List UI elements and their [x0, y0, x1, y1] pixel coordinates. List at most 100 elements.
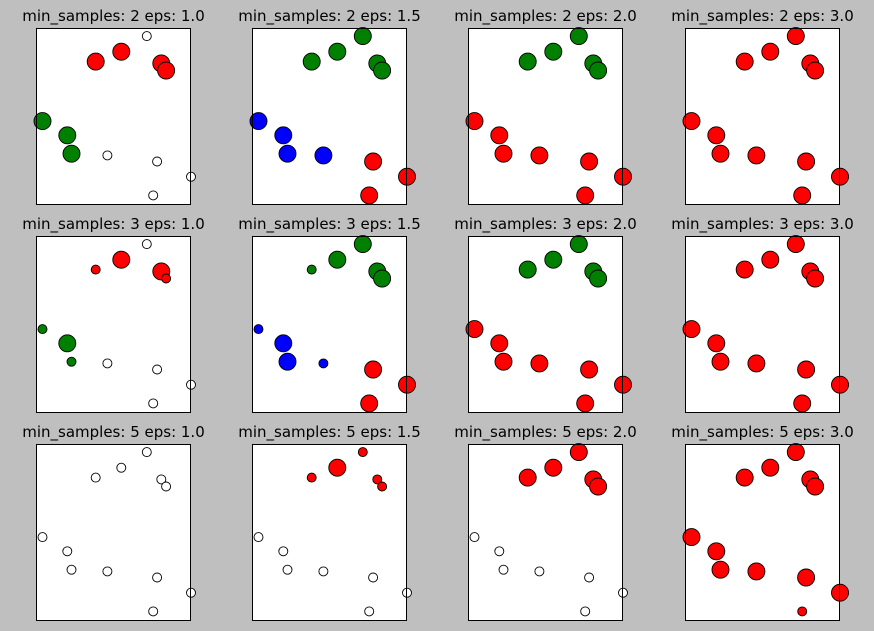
plot-frame: [685, 236, 840, 413]
data-point-red-core: [682, 528, 701, 547]
data-point-red-core: [707, 542, 726, 561]
data-point-red-core: [494, 144, 513, 163]
data-point-red: [372, 474, 383, 485]
data-point-green-core: [518, 260, 537, 279]
data-point-red-core: [707, 126, 726, 145]
plot-area: [36, 444, 191, 621]
plot-frame: [252, 236, 407, 413]
data-point-red-core: [360, 186, 379, 205]
plot-frame: [252, 444, 407, 621]
data-point-green-core: [373, 269, 392, 288]
data-point-outlier: [90, 472, 101, 483]
data-point-green-core: [302, 52, 321, 71]
data-point-red: [377, 481, 388, 492]
data-point-red-core: [544, 458, 563, 477]
data-point-red-core: [747, 562, 766, 581]
data-point-red-core: [569, 443, 588, 462]
data-point-blue: [318, 358, 329, 369]
data-point-red-core: [576, 394, 595, 413]
data-point-green-core: [589, 269, 608, 288]
data-point-red: [797, 606, 808, 617]
data-point-red-core: [735, 468, 754, 487]
data-point-blue-core: [278, 144, 297, 163]
data-point-red-core: [747, 354, 766, 373]
data-point-green-core: [328, 250, 347, 269]
data-point-red-core: [761, 42, 780, 61]
data-point-green-core: [373, 61, 392, 80]
data-point-outlier: [282, 564, 293, 575]
data-point-red-core: [494, 352, 513, 371]
data-point-outlier: [318, 566, 329, 577]
data-point-red-core: [465, 112, 484, 131]
plot-frame: [685, 444, 840, 621]
data-point-green: [37, 324, 48, 335]
data-point-red-core: [580, 360, 599, 379]
data-point-red-core: [797, 568, 816, 587]
data-point-outlier: [278, 546, 289, 557]
subplot-title: min_samples: 3 eps: 2.0: [454, 215, 637, 234]
data-point-red-core: [797, 360, 816, 379]
data-point-green-core: [518, 52, 537, 71]
data-point-red: [161, 273, 172, 284]
data-point-red-core: [682, 112, 701, 131]
data-point-red: [90, 264, 101, 275]
subplot-title: min_samples: 5 eps: 3.0: [671, 423, 854, 442]
data-point-green-core: [544, 250, 563, 269]
data-point-red-core: [518, 468, 537, 487]
subplot-title: min_samples: 3 eps: 1.0: [22, 215, 205, 234]
data-point-red-core: [490, 126, 509, 145]
data-point-red-core: [364, 360, 383, 379]
data-point-red-core: [735, 52, 754, 71]
data-point-red-core: [747, 146, 766, 165]
data-point-red-core: [806, 61, 825, 80]
data-point-red-core: [328, 458, 347, 477]
data-point-red-core: [711, 352, 730, 371]
data-point-outlier: [469, 532, 480, 543]
subplot-title: min_samples: 5 eps: 2.0: [454, 423, 637, 442]
data-point-red-core: [786, 27, 805, 46]
data-point-red-core: [364, 152, 383, 171]
subplot-9: min_samples: 5 eps: 1.0: [22, 423, 205, 621]
plot-frame: [685, 28, 840, 205]
data-point-outlier: [148, 190, 159, 201]
data-point-red-core: [112, 42, 131, 61]
data-point-red-core: [530, 146, 549, 165]
data-point-green: [66, 356, 77, 367]
data-point-outlier: [152, 364, 163, 375]
data-point-red-core: [86, 52, 105, 71]
subplot-2: min_samples: 2 eps: 1.5: [238, 7, 421, 205]
subplot-6: min_samples: 3 eps: 1.5: [238, 215, 421, 413]
data-point-outlier: [494, 546, 505, 557]
data-point-green-core: [33, 112, 52, 131]
subplot-title: min_samples: 5 eps: 1.0: [22, 423, 205, 442]
data-point-green: [306, 264, 317, 275]
subplot-4: min_samples: 2 eps: 3.0: [671, 7, 854, 205]
data-point-red-core: [576, 186, 595, 205]
data-point-red-core: [735, 260, 754, 279]
subplot-8: min_samples: 3 eps: 3.0: [671, 215, 854, 413]
data-point-red-core: [711, 144, 730, 163]
data-point-outlier: [498, 564, 509, 575]
data-point-outlier: [364, 606, 375, 617]
plot-frame: [468, 28, 623, 205]
plot-frame: [36, 236, 191, 413]
data-point-red-core: [793, 186, 812, 205]
data-point-outlier: [368, 572, 379, 583]
data-point-red-core: [806, 477, 825, 496]
data-point-red-core: [797, 152, 816, 171]
data-point-outlier: [156, 474, 167, 485]
plot-frame: [36, 28, 191, 205]
data-point-green-core: [328, 42, 347, 61]
data-point-outlier: [148, 398, 159, 409]
data-point-blue-core: [314, 146, 333, 165]
data-point-outlier: [534, 566, 545, 577]
data-point-red-core: [580, 152, 599, 171]
subplot-title: min_samples: 2 eps: 1.0: [22, 7, 205, 26]
subplot-5: min_samples: 3 eps: 1.0: [22, 215, 205, 413]
data-point-green-core: [58, 334, 77, 353]
data-point-red-core: [707, 334, 726, 353]
subplot-title: min_samples: 3 eps: 1.5: [238, 215, 421, 234]
data-point-red-core: [786, 235, 805, 254]
data-point-red-core: [793, 394, 812, 413]
